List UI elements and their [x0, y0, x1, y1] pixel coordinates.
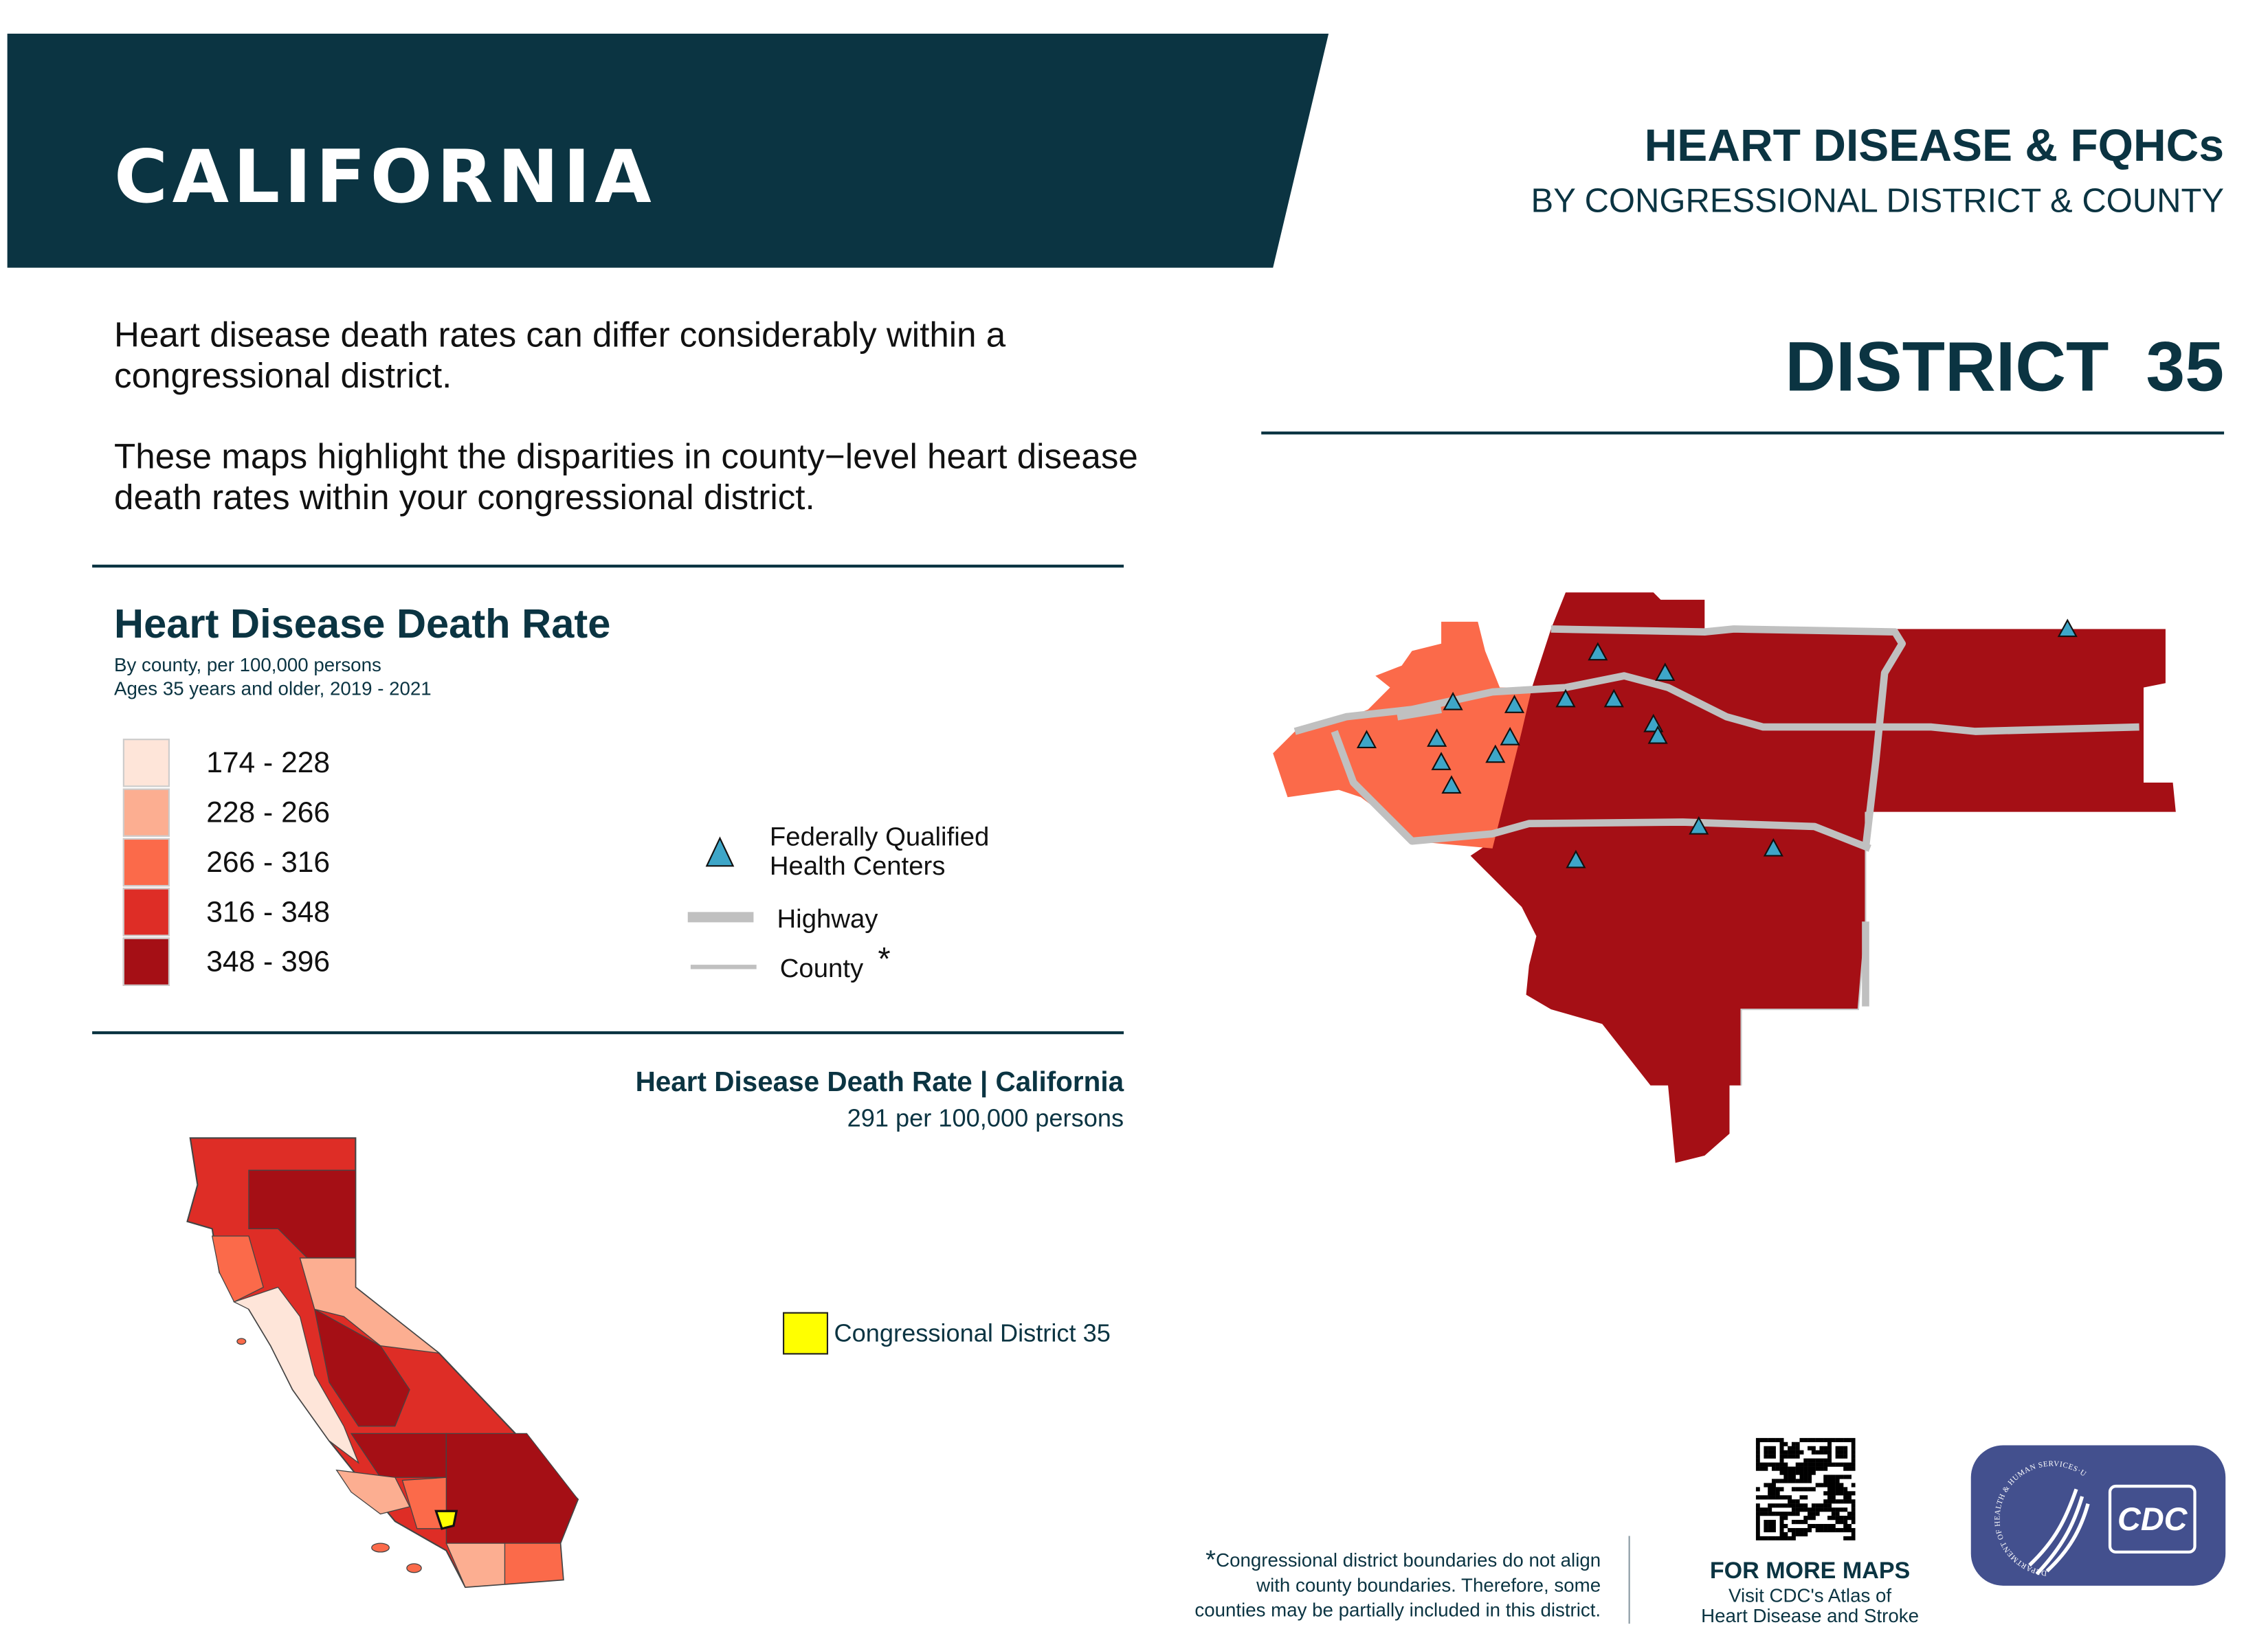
fqhc-marker-icon — [1441, 775, 1462, 794]
fqhc-marker-icon — [1655, 662, 1676, 682]
fqhc-marker-icon — [2057, 618, 2078, 638]
fqhc-triangle-icon — [705, 836, 735, 867]
fqhc-marker-icon — [1588, 642, 1608, 661]
district-label: DISTRICT 35 — [1785, 329, 2225, 407]
asterisk: * — [878, 940, 891, 978]
county-region — [299, 1257, 441, 1354]
fqhc-marker-icon — [1443, 691, 1463, 710]
island — [406, 1563, 422, 1573]
fqhc-marker-icon — [1427, 728, 1447, 747]
district-key-swatch — [783, 1312, 829, 1355]
divider — [1628, 1536, 1630, 1624]
legend-swatch — [122, 739, 170, 787]
fqhc-marker-icon — [1504, 695, 1525, 713]
more-maps-text: Visit CDC's Atlas of — [1728, 1584, 1892, 1606]
district-map — [1273, 592, 2176, 1163]
legend-swatch — [122, 788, 170, 837]
county-region — [313, 1308, 410, 1427]
cdc-hhs-logo: DEPARTMENT OF HEALTH & HUMAN SERVICES·US… — [1968, 1439, 2226, 1586]
footnote: *Congressional district boundaries do no… — [1194, 1545, 1601, 1621]
fqhc-marker-icon — [1356, 730, 1377, 748]
divider — [92, 564, 1124, 568]
island — [236, 1338, 247, 1345]
cdc-logo-text: CDC — [2117, 1501, 2188, 1537]
highways — [1293, 625, 2139, 1007]
county-region — [504, 1543, 564, 1585]
state-rate-value: 291 per 100,000 persons — [847, 1104, 1124, 1132]
legend-label: 348 - 396 — [206, 946, 331, 979]
legend-subtitle: By county, per 100,000 persons — [114, 653, 381, 676]
legend-swatch — [122, 838, 170, 887]
legend-subtitle: Ages 35 years and older, 2019 - 2021 — [114, 677, 432, 699]
state-title: CALIFORNIA — [114, 134, 656, 220]
legend-swatch — [122, 888, 170, 936]
island — [371, 1543, 390, 1553]
county-region-dark — [1470, 592, 2176, 1163]
intro-paragraph-2: These maps highlight the disparities in … — [114, 437, 1138, 518]
county-region — [232, 1286, 360, 1464]
legend-swatch — [122, 937, 170, 986]
legend-label: 174 - 228 — [206, 747, 331, 780]
fqhc-marker-icon — [1431, 752, 1452, 770]
header-banner — [7, 33, 1329, 268]
more-maps-text: Heart Disease and Stroke — [1701, 1604, 1920, 1627]
legend-county-label: County — [779, 954, 864, 983]
more-maps-title: FOR MORE MAPS — [1709, 1559, 1911, 1584]
divider — [1261, 431, 2225, 435]
report-subtitle: BY CONGRESSIONAL DISTRICT & COUNTY — [1531, 181, 2225, 220]
legend-label: 316 - 348 — [206, 897, 331, 929]
legend-title: Heart Disease Death Rate — [114, 601, 611, 647]
highway — [1397, 706, 1442, 721]
legend-symbols — [687, 836, 757, 969]
state-rate-title: Heart Disease Death Rate | California — [635, 1068, 1124, 1099]
fqhc-marker-icon — [1555, 688, 1576, 708]
county-region — [445, 1433, 579, 1544]
qr-code[interactable] — [1755, 1437, 1856, 1540]
highway — [1550, 625, 1906, 849]
fqhc-marker-icon — [1485, 744, 1506, 763]
fqhc-marker-icon — [1689, 816, 1709, 835]
highway — [1331, 730, 1871, 852]
fqhc-marker-icon — [1763, 838, 1783, 857]
legend-label: 228 - 266 — [206, 797, 331, 830]
county-region — [335, 1469, 411, 1515]
intro-paragraph-1: Heart disease death rates can differ con… — [114, 315, 1006, 396]
more-maps-link[interactable]: FOR MORE MAPS Visit CDC's Atlas of Heart… — [1664, 1560, 1957, 1627]
county-region — [211, 1235, 264, 1303]
fqhc-marker-icon — [1500, 727, 1520, 745]
fqhc-marker-icon — [1647, 725, 1668, 744]
district-key-label: Congressional District 35 — [834, 1319, 1111, 1347]
fqhc-marker-icon — [1566, 849, 1586, 868]
hhs-eagle-icon: DEPARTMENT OF HEALTH & HUMAN SERVICES·US… — [1968, 1439, 2197, 1578]
legend-fqhc-label: Federally Qualified Health Centers — [769, 822, 990, 881]
highway — [1293, 672, 2139, 735]
fqhc-marker-icon — [1603, 688, 1624, 708]
california-map — [186, 1137, 579, 1589]
fqhc-markers — [1356, 618, 2078, 868]
divider — [92, 1031, 1124, 1035]
county-boundary — [1740, 811, 1867, 1086]
district-35-highlight — [434, 1510, 458, 1530]
hhs-seal-text: DEPARTMENT OF HEALTH & HUMAN SERVICES·US… — [1971, 1445, 2088, 1577]
report-title: HEART DISEASE & FQHCs — [1644, 120, 2225, 172]
legend-highway-label: Highway — [777, 904, 878, 934]
county-region-medium — [1273, 621, 1533, 849]
legend-label: 266 - 316 — [206, 846, 331, 879]
